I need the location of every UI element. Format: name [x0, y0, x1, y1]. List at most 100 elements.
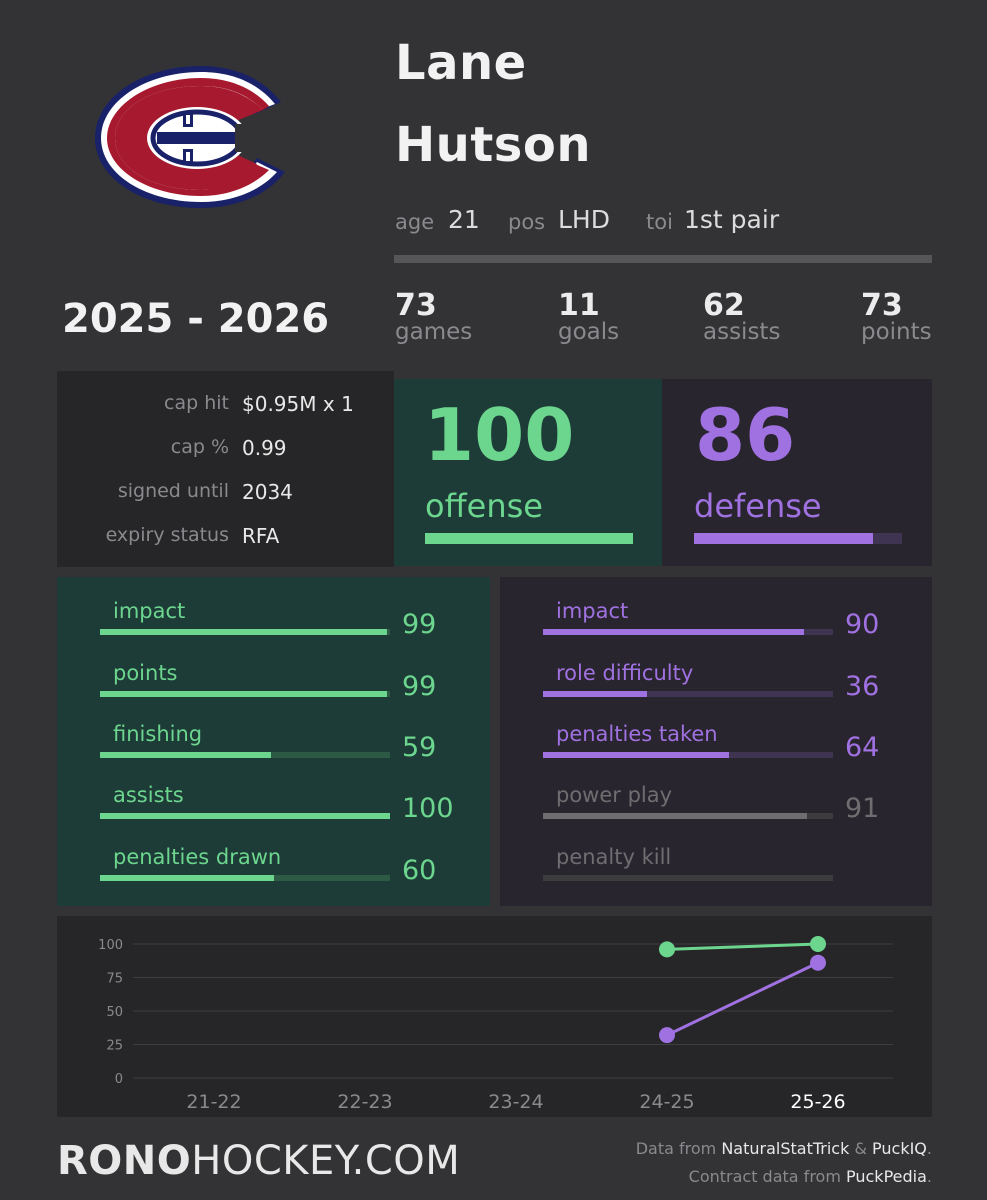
- metric-value: 36: [845, 671, 880, 702]
- metric-bar: [543, 813, 833, 819]
- credit-link-puckpedia[interactable]: PuckPedia: [846, 1167, 927, 1186]
- metric-bar: [100, 813, 390, 819]
- data-point: [659, 1027, 675, 1044]
- defense-score: 86: [695, 393, 796, 477]
- toi-label: toi: [646, 210, 673, 234]
- contract-label: expiry status: [105, 524, 229, 546]
- player-last-name: Hutson: [395, 117, 592, 173]
- position-value: LHD: [558, 205, 610, 234]
- metric-bar: [100, 629, 390, 635]
- credit-link-puckiq[interactable]: PuckIQ: [872, 1139, 927, 1158]
- contract-panel: cap hit $0.95M x 1 cap % 0.99 signed unt…: [57, 371, 394, 567]
- x-tick-label: 23-24: [488, 1091, 543, 1113]
- metric-label: penalties drawn: [113, 845, 282, 869]
- credit-amp: &: [849, 1139, 873, 1158]
- stat-label: assists: [703, 319, 781, 345]
- credit-link-naturalstattrick[interactable]: NaturalStatTrick: [721, 1139, 850, 1158]
- age-value: 21: [448, 205, 480, 234]
- metric-bar-fill: [543, 629, 804, 635]
- metric-label: penalties taken: [556, 722, 718, 746]
- metric-value: 60: [402, 855, 437, 886]
- player-first-name: Lane: [395, 35, 527, 91]
- metric-label: impact: [113, 599, 186, 623]
- stat-label: goals: [558, 319, 620, 345]
- metric-label: impact: [556, 599, 629, 623]
- stat-value: 73: [861, 288, 903, 323]
- data-point: [659, 941, 675, 958]
- metric-bar-fill: [100, 752, 272, 758]
- team-logo-icon: [95, 66, 285, 208]
- stat-value: 11: [558, 288, 600, 323]
- metric-bar: [100, 752, 390, 758]
- metric-bar-fill: [543, 691, 648, 697]
- contract-credit: Contract data from PuckPedia.: [689, 1167, 932, 1186]
- brand-bold: RONO: [57, 1138, 192, 1184]
- metric-value: 99: [402, 609, 437, 640]
- position-label: pos: [508, 210, 546, 234]
- bio-divider: [394, 255, 932, 263]
- contract-value: 2034: [242, 480, 293, 504]
- contract-label: cap %: [170, 436, 229, 458]
- defense-bar: [694, 533, 902, 544]
- stat-value: 73: [395, 288, 437, 323]
- age-label: age: [395, 210, 435, 234]
- credit-suffix: .: [926, 1139, 932, 1158]
- toi-value: 1st pair: [684, 205, 780, 234]
- data-credit: Data from NaturalStatTrick & PuckIQ.: [636, 1139, 932, 1158]
- offense-bar: [425, 533, 633, 544]
- metric-label: role difficulty: [556, 661, 694, 685]
- metric-label: points: [113, 661, 178, 685]
- metric-bar-fill: [100, 629, 388, 635]
- data-point: [810, 954, 826, 971]
- metric-label: assists: [113, 783, 184, 807]
- stat-games: 73 games: [395, 288, 472, 345]
- stat-goals: 11 goals: [558, 288, 619, 345]
- y-tick-label: 50: [106, 1005, 123, 1020]
- metric-label: power play: [556, 783, 673, 807]
- x-tick-label: 22-23: [337, 1091, 392, 1113]
- contract-value: 0.99: [242, 436, 287, 460]
- brand-wordmark[interactable]: RONOHOCKEY.COM: [57, 1138, 460, 1184]
- offense-label: offense: [425, 487, 543, 525]
- stat-value: 62: [703, 288, 745, 323]
- brand-rest: HOCKEY.COM: [191, 1138, 461, 1184]
- metric-bar-fill: [100, 875, 274, 881]
- metric-value: 90: [845, 609, 880, 640]
- contract-value: $0.95M x 1: [242, 392, 354, 416]
- contract-label: signed until: [117, 480, 229, 502]
- metric-value: 91: [845, 793, 880, 824]
- defense-label: defense: [694, 487, 822, 525]
- stat-points: 73 points: [861, 288, 932, 345]
- data-point: [810, 936, 826, 952]
- stat-label: games: [395, 319, 473, 345]
- defense-detail-panel: impact 90 role difficulty 36 penalties taken…: [500, 577, 932, 906]
- metric-bar: [100, 691, 390, 697]
- season-label: 2025 - 2026: [62, 296, 330, 342]
- x-tick-label: 24-25: [639, 1091, 694, 1113]
- offense-score-panel: 100 offense: [394, 379, 662, 566]
- credit-prefix: Contract data from: [688, 1167, 846, 1186]
- chart-svg: 0 25 50 75 100 21-22 22-23 23-24 24-25 25-26: [98, 936, 893, 1113]
- y-tick-label: 25: [106, 1039, 123, 1054]
- metric-bar: [543, 752, 833, 758]
- offense-detail-panel: impact 99 points 99 finishing 59 assists 100 pen…: [57, 577, 490, 906]
- metric-bar-fill: [543, 752, 729, 758]
- metric-bar: [543, 875, 833, 881]
- metric-label: penalty kill: [556, 845, 672, 869]
- metric-bar-fill: [543, 813, 807, 819]
- metric-value: 99: [402, 671, 437, 702]
- metric-bar-fill: [100, 691, 388, 697]
- score-history-chart: 0 25 50 75 100 21-22 22-23 23-24 24-25 25-26: [57, 916, 932, 1117]
- stat-label: points: [861, 319, 932, 345]
- y-tick-label: 0: [115, 1072, 123, 1087]
- metric-bar-fill: [100, 813, 390, 819]
- defense-bar-fill: [694, 533, 873, 544]
- credit-prefix: Data from: [635, 1139, 722, 1158]
- offense-score: 100: [424, 393, 575, 477]
- x-tick-label: 25-26: [790, 1091, 845, 1113]
- credit-suffix: .: [926, 1167, 932, 1186]
- metric-bar: [543, 629, 833, 635]
- contract-value: RFA: [242, 524, 280, 548]
- metric-label: finishing: [113, 722, 203, 746]
- metric-value: 64: [845, 732, 880, 763]
